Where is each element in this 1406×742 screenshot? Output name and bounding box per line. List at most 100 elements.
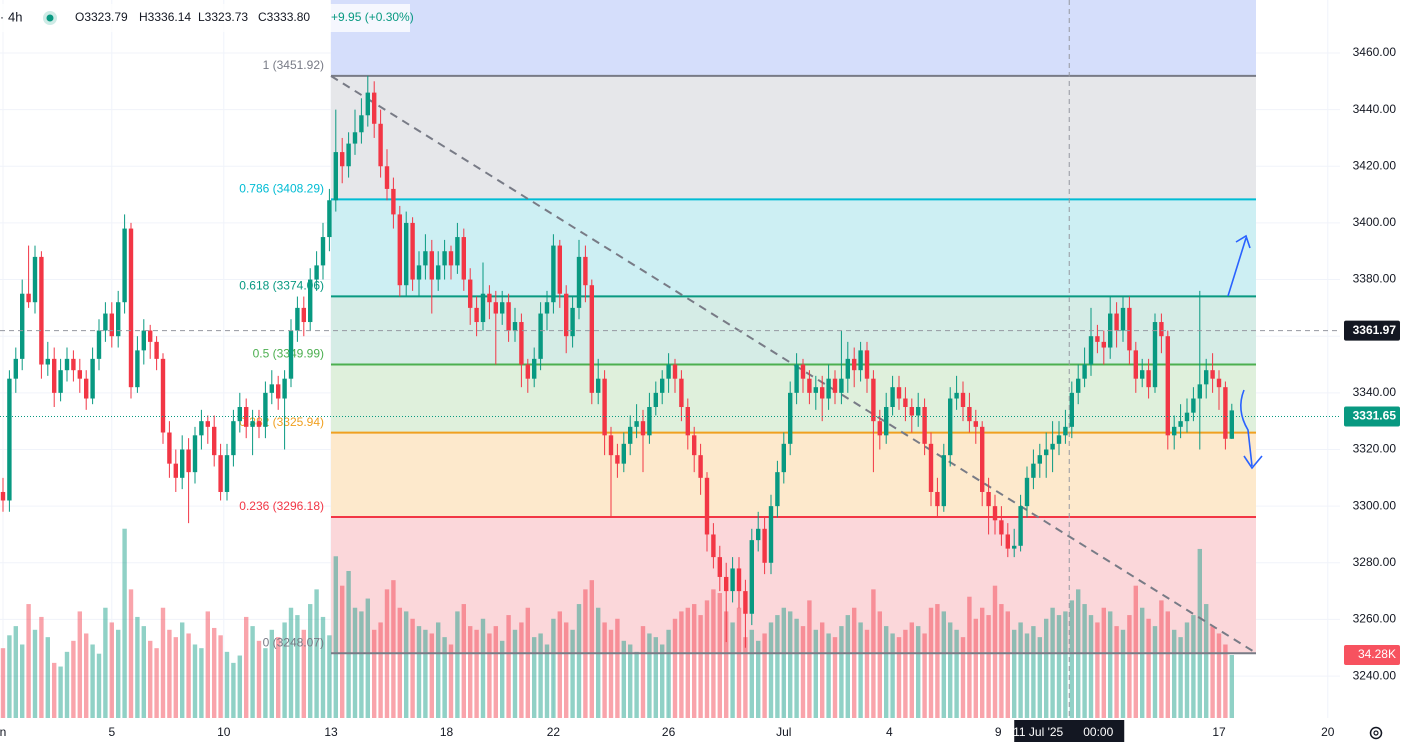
volume-bar xyxy=(237,655,242,718)
candle-body xyxy=(736,568,742,592)
candle-body xyxy=(410,222,415,280)
volume-bar xyxy=(948,622,953,718)
candle-body xyxy=(135,350,140,388)
price-axis xyxy=(1340,0,1406,718)
volume-bar xyxy=(346,570,351,718)
candle-body xyxy=(122,228,127,303)
x-tick-label: Jul xyxy=(776,725,791,739)
volume-bar xyxy=(301,629,306,718)
candle-body xyxy=(512,322,518,331)
fib-zone xyxy=(331,0,1256,76)
candle-body xyxy=(602,378,607,436)
fib-label: 0.236 (3296.18) xyxy=(239,499,324,513)
volume-bar xyxy=(692,604,697,718)
crosshair-time-label: 00:00 xyxy=(1083,725,1113,739)
volume-bar xyxy=(884,626,889,718)
candle-body xyxy=(871,378,876,422)
volume-bar xyxy=(404,611,409,718)
volume-bar xyxy=(852,607,857,718)
candle-body xyxy=(128,228,134,388)
volume-bar xyxy=(288,607,294,718)
candle-body xyxy=(1031,463,1036,478)
candle-body xyxy=(672,364,678,379)
volume-bar xyxy=(736,607,742,718)
candle-body xyxy=(7,378,12,501)
candle-body xyxy=(922,407,927,444)
volume-bar xyxy=(333,556,338,718)
candle-body xyxy=(698,455,703,478)
candle-body xyxy=(500,302,505,314)
volume-bar xyxy=(551,618,556,718)
candle-body xyxy=(532,358,537,379)
volume-bar xyxy=(461,604,466,718)
volume-bar xyxy=(928,607,934,718)
fib-zone xyxy=(331,364,1256,433)
candle-body xyxy=(45,358,50,365)
candle-body xyxy=(468,279,473,308)
volume-bar xyxy=(724,611,729,718)
settings-icon-center[interactable] xyxy=(1373,730,1379,736)
volume-bar xyxy=(480,618,486,718)
candle-body xyxy=(416,265,422,280)
candle-body xyxy=(544,302,550,314)
volume-bar xyxy=(813,629,818,718)
candle-body xyxy=(730,568,735,592)
candle-body xyxy=(474,307,479,323)
x-tick-label: 10 xyxy=(217,725,231,739)
candle-body xyxy=(615,455,620,464)
status-dot xyxy=(46,14,54,22)
candle-body xyxy=(359,115,364,133)
volume-bar xyxy=(1223,644,1228,718)
candle-body xyxy=(692,435,697,456)
candle-body xyxy=(1152,322,1158,388)
x-tick-label: n xyxy=(0,725,6,739)
candle-body xyxy=(832,378,838,393)
volume-bar xyxy=(39,616,44,718)
candle-body xyxy=(1095,336,1100,342)
candle-body xyxy=(199,421,204,436)
up-arrow xyxy=(1227,234,1251,297)
volume-bar xyxy=(506,615,511,718)
candle-body xyxy=(800,364,806,379)
candle-body xyxy=(960,392,966,408)
candle-body xyxy=(154,341,159,359)
candle-body xyxy=(103,313,108,331)
candle-body xyxy=(576,256,582,308)
candle-body xyxy=(768,506,774,563)
volume-bar xyxy=(224,651,230,718)
volume-bar xyxy=(448,644,454,718)
volume-bar xyxy=(909,622,914,718)
candle-body xyxy=(13,358,18,379)
candle-body xyxy=(276,384,281,399)
candle-body xyxy=(775,472,780,507)
candle-body xyxy=(506,302,511,331)
volume-bar xyxy=(570,629,575,718)
candle-body xyxy=(212,426,217,456)
volume-bar xyxy=(58,666,63,718)
candle-body xyxy=(1088,336,1094,365)
settings-icon[interactable] xyxy=(1369,726,1383,740)
volume-bar xyxy=(109,622,114,718)
volume-bar xyxy=(7,635,12,718)
volume-bar xyxy=(77,611,82,718)
candle-body xyxy=(583,256,588,286)
volume-bar xyxy=(647,633,652,718)
candle-body xyxy=(653,392,658,408)
crosshair-date-label: 11 Jul '25 xyxy=(1013,725,1063,739)
x-tick-label: 9 xyxy=(995,725,1002,739)
volume-bar xyxy=(1146,618,1151,718)
volume-bar xyxy=(1082,604,1087,718)
candle-body xyxy=(557,245,562,294)
candle-body xyxy=(608,435,614,456)
volume-bar xyxy=(391,580,396,718)
candle-body xyxy=(71,358,76,371)
volume-bar xyxy=(116,629,121,718)
x-tick-label: 26 xyxy=(662,725,676,739)
candle-body xyxy=(928,443,934,492)
settings-button[interactable] xyxy=(1369,726,1383,740)
volume-bar xyxy=(512,629,518,718)
volume-bar xyxy=(263,648,268,718)
candle-body xyxy=(1197,384,1202,399)
candle-body xyxy=(372,92,377,124)
